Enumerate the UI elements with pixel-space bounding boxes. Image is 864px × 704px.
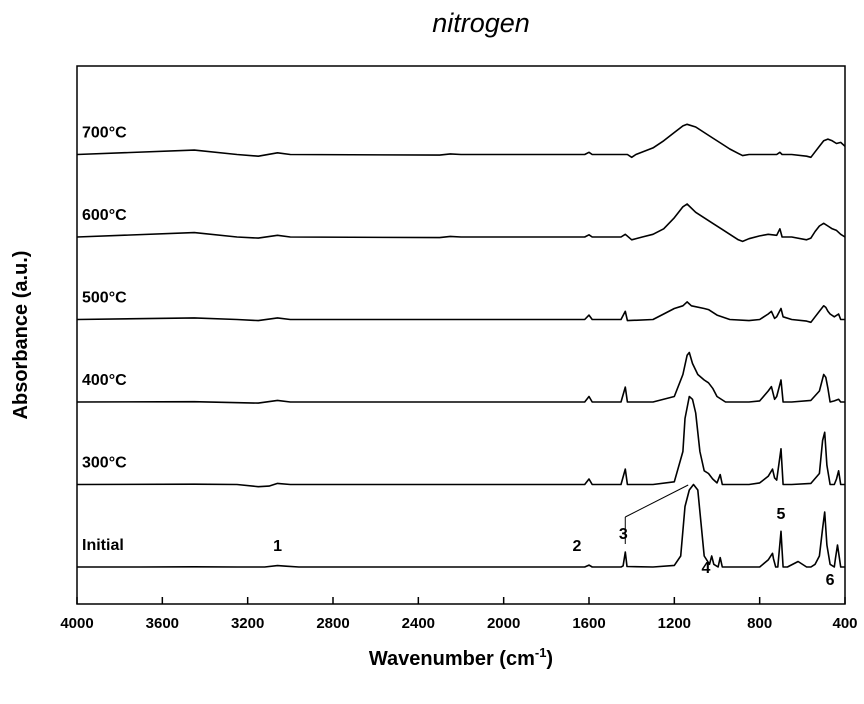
x-tick-label: 1200 <box>658 615 691 632</box>
x-tick-label: 3600 <box>146 615 179 632</box>
series-label: 400°C <box>82 372 127 389</box>
series-label: Initial <box>82 537 124 554</box>
series-label: 300°C <box>82 455 127 472</box>
peak-label: 6 <box>826 572 835 589</box>
series-line <box>76 351 845 404</box>
peak-label: 1 <box>273 538 282 555</box>
x-tick-label: 3200 <box>231 615 264 632</box>
peak-connector <box>625 484 689 518</box>
peak-label: 5 <box>777 506 786 523</box>
x-tick-label: 400 <box>832 615 857 632</box>
x-tick-label: 2800 <box>316 615 349 632</box>
x-tick-label: 2000 <box>487 615 520 632</box>
x-tick-label: 800 <box>747 615 772 632</box>
series-label: 600°C <box>82 207 127 224</box>
spectra-series <box>76 123 846 568</box>
x-tick-label: 2400 <box>402 615 435 632</box>
plot-frame <box>76 65 846 605</box>
series-label: 500°C <box>82 290 127 307</box>
x-axis-label: Wavenumber (cm-1) <box>369 645 553 670</box>
y-axis-label: Absorbance (a.u.) <box>10 251 32 420</box>
series-label: 700°C <box>82 125 127 142</box>
x-axis-ticks: 4000 3600 3200 2800 2400 2000 1600 1200 800 400 <box>60 597 858 632</box>
series-line <box>76 203 846 243</box>
series-line <box>76 395 845 488</box>
series-labels: Initial 300°C 400°C 500°C 600°C 700°C <box>82 125 127 555</box>
series-line <box>76 301 845 324</box>
peak-label: 3 <box>619 526 628 543</box>
peak-label: 2 <box>573 538 582 555</box>
x-tick-label: 1600 <box>572 615 605 632</box>
chart-title: nitrogen <box>432 8 530 38</box>
peak-label: 4 <box>701 560 710 577</box>
series-line <box>77 483 845 568</box>
x-tick-label: 4000 <box>60 615 93 632</box>
series-line <box>76 123 846 159</box>
peak-markers: 1 2 3 4 5 6 <box>273 484 835 589</box>
